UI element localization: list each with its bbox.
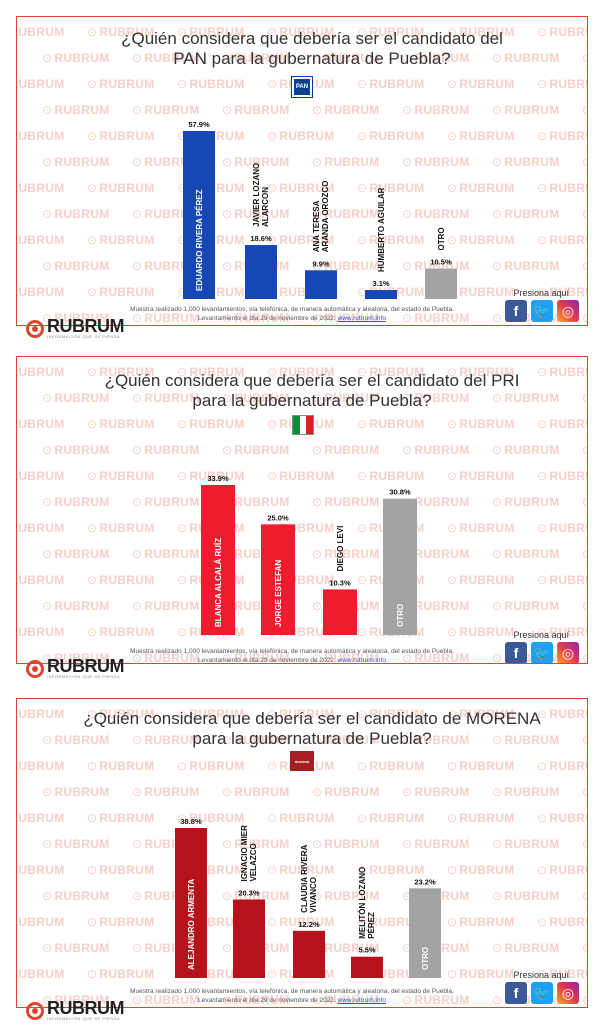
- value-label: 33.9%: [207, 474, 229, 483]
- bar-chart: 33.9% BLANCA ALCALÁ RUÍZ 25.0% JORGE ESTEFA…: [201, 474, 417, 635]
- value-label: 12.2%: [298, 920, 320, 929]
- value-label: 38.8%: [180, 817, 202, 826]
- value-label: 18.6%: [250, 234, 272, 243]
- category-label: ANA TERESAARANDA OROZCO: [312, 181, 330, 253]
- bar: [233, 899, 265, 978]
- morena-logo: morena: [290, 751, 314, 771]
- category-label: OTRO: [421, 947, 430, 970]
- presiona-label: Presiona aquí: [513, 970, 569, 980]
- bar-chart: 38.8% ALEJANDRO ARMENTA 20.3% IGNACIO MIERV…: [175, 817, 441, 978]
- instagram-icon[interactable]: ◎: [557, 300, 579, 322]
- morena-poll-panel: RUBRUMRUBRUMRUBRUMRUBRUMRUBRUMRUBRUMRUBR…: [16, 698, 588, 1008]
- rubrum-mark-icon: [26, 1001, 44, 1020]
- category-label: BLANCA ALCALÁ RUÍZ: [214, 538, 223, 627]
- value-label: 20.3%: [238, 889, 260, 898]
- category-label: JAVIER LOZANOALARCON: [252, 163, 270, 227]
- value-label: 5.5%: [358, 946, 375, 955]
- question-line-2: para la gubernatura de Puebla?: [192, 729, 432, 748]
- rubrum-mark-icon: [26, 659, 44, 678]
- category-label: OTRO: [396, 604, 405, 627]
- category-label: IGNACIO MIERVELAZCO: [240, 825, 258, 882]
- bar: [365, 290, 397, 299]
- rubrum-link[interactable]: www.rubrum.info: [337, 315, 386, 322]
- twitter-icon[interactable]: 🐦: [531, 300, 553, 322]
- category-label: EDUARDO RIVERA PÉREZ: [195, 189, 204, 291]
- pri-logo: [292, 415, 314, 435]
- bar: [261, 524, 295, 635]
- bar: [305, 270, 337, 299]
- pan-poll-panel: RUBRUMRUBRUMRUBRUMRUBRUMRUBRUMRUBRUMRUBR…: [16, 16, 588, 326]
- category-label: ALEJANDRO ARMENTA: [187, 879, 196, 970]
- bar: [201, 485, 235, 635]
- bar: [183, 131, 215, 299]
- rubrum-mark-icon: [26, 319, 44, 338]
- question-line-1: ¿Quién considera que debería ser el cand…: [121, 29, 503, 48]
- instagram-icon[interactable]: ◎: [557, 642, 579, 663]
- social-links: f 🐦 ◎: [505, 982, 579, 1004]
- bar: [409, 888, 441, 978]
- rubrum-link[interactable]: www.rubrum.info: [337, 997, 386, 1004]
- presiona-label: Presiona aquí: [513, 630, 569, 640]
- bar: [175, 828, 207, 978]
- bar: [425, 268, 457, 299]
- value-label: 3.1%: [372, 279, 389, 288]
- bar: [293, 930, 325, 978]
- question-line-1: ¿Quién considera que debería ser el cand…: [83, 709, 541, 728]
- social-links: f 🐦 ◎: [505, 300, 579, 322]
- methodology-note: Muestra realizado 1,000 levantamientos, …: [130, 988, 454, 1004]
- pan-logo: PAN: [291, 76, 313, 98]
- value-label: 23.2%: [414, 877, 436, 886]
- bar-chart: 57.9% EDUARDO RIVERA PÉREZ 18.6% JAVIER LOZ…: [183, 120, 457, 299]
- facebook-icon[interactable]: f: [505, 982, 527, 1004]
- category-label: OTRO: [437, 227, 446, 250]
- panel-title: ¿Quién considera que debería ser el cand…: [57, 709, 567, 749]
- category-label: CLAUDIA RIVERAVIVANCO: [300, 844, 318, 912]
- question-line-2: para la gubernatura de Puebla?: [192, 391, 432, 410]
- rubrum-logo: RUBRUM INFORMACIÓN QUE SE PIENSA: [26, 317, 125, 339]
- facebook-icon[interactable]: f: [505, 300, 527, 322]
- category-label: HUMBERTO AGUILAR: [377, 187, 386, 272]
- panel-title: ¿Quién considera que debería ser el cand…: [57, 371, 567, 411]
- question-line-2: PAN para la gubernatura de Puebla?: [173, 49, 451, 68]
- instagram-icon[interactable]: ◎: [557, 982, 579, 1004]
- rubrum-logo: RUBRUM INFORMACIÓN QUE SE PIENSA: [26, 999, 125, 1021]
- methodology-note: Muestra realizado 1,000 levantamientos, …: [130, 306, 454, 322]
- value-label: 30.8%: [389, 488, 411, 497]
- twitter-icon[interactable]: 🐦: [531, 982, 553, 1004]
- category-label: DIEGO LEVI: [336, 526, 345, 572]
- value-label: 25.0%: [267, 513, 289, 522]
- bar: [351, 956, 383, 978]
- rubrum-logo: RUBRUM INFORMACIÓN QUE SE PIENSA: [26, 657, 125, 679]
- value-label: 10.5%: [430, 258, 452, 267]
- presiona-label: Presiona aquí: [513, 288, 569, 298]
- value-label: 9.9%: [312, 259, 329, 268]
- twitter-icon[interactable]: 🐦: [531, 642, 553, 663]
- rubrum-link[interactable]: www.rubrum.info: [337, 657, 386, 664]
- pri-poll-panel: RUBRUMRUBRUMRUBRUMRUBRUMRUBRUMRUBRUMRUBR…: [16, 356, 588, 664]
- panel-title: ¿Quién considera que debería ser el cand…: [57, 29, 567, 69]
- bar: [323, 589, 357, 635]
- methodology-note: Muestra realizado 1,000 levantamientos, …: [130, 648, 454, 664]
- value-label: 10.3%: [329, 578, 351, 587]
- social-links: f 🐦 ◎: [505, 642, 579, 663]
- category-label: JORGE ESTEFAN: [274, 560, 283, 627]
- value-label: 57.9%: [188, 120, 210, 129]
- bar: [383, 498, 417, 635]
- facebook-icon[interactable]: f: [505, 642, 527, 663]
- bar: [245, 245, 277, 299]
- category-label: MELITÓN LOZANOPÉREZ: [358, 867, 376, 939]
- question-line-1: ¿Quién considera que debería ser el cand…: [104, 371, 520, 390]
